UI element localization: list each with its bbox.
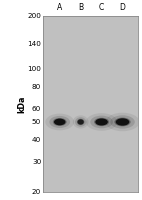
- Ellipse shape: [106, 113, 140, 131]
- Ellipse shape: [45, 114, 74, 130]
- Text: B: B: [78, 3, 83, 12]
- Ellipse shape: [49, 116, 70, 128]
- Text: D: D: [120, 3, 125, 12]
- Ellipse shape: [94, 118, 109, 126]
- Ellipse shape: [116, 118, 129, 126]
- Y-axis label: kDa: kDa: [17, 95, 26, 113]
- Ellipse shape: [75, 117, 86, 127]
- Ellipse shape: [54, 119, 65, 125]
- Text: C: C: [99, 3, 104, 12]
- Ellipse shape: [110, 115, 135, 129]
- Ellipse shape: [78, 119, 84, 125]
- Ellipse shape: [77, 119, 84, 125]
- Ellipse shape: [73, 115, 88, 129]
- Text: A: A: [57, 3, 62, 12]
- Ellipse shape: [86, 113, 117, 131]
- Ellipse shape: [95, 118, 108, 125]
- Ellipse shape: [90, 116, 113, 128]
- Ellipse shape: [53, 118, 67, 126]
- Ellipse shape: [114, 118, 131, 126]
